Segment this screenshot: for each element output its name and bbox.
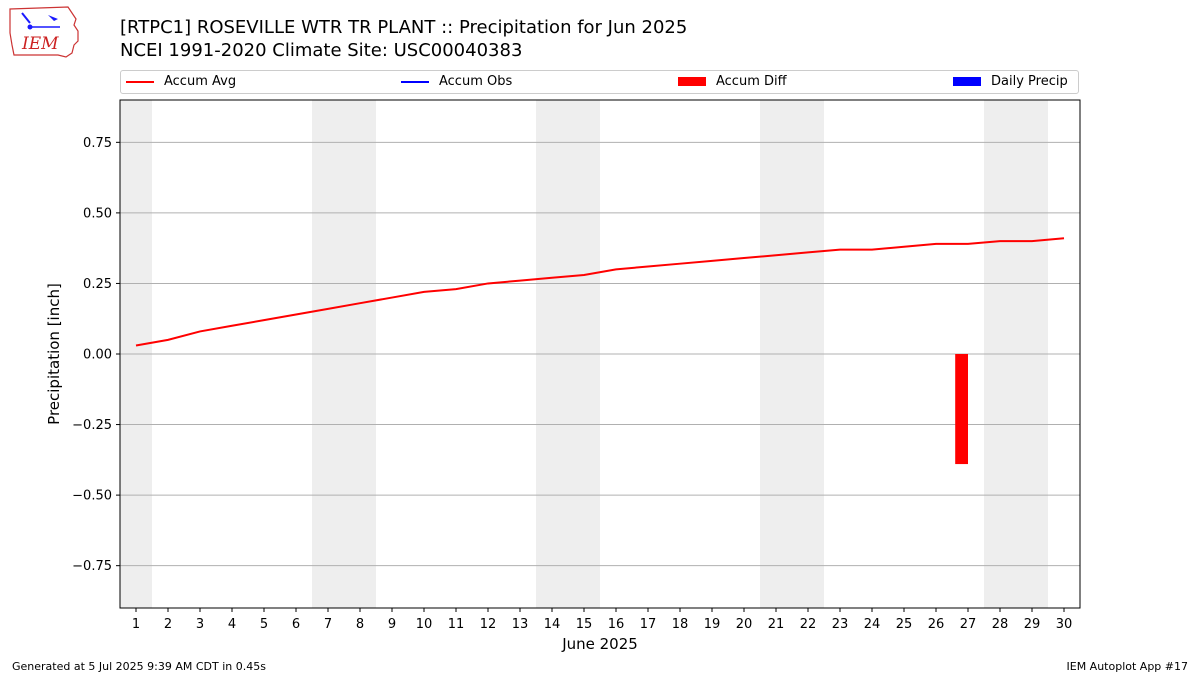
legend-item-daily-precip: Daily Precip bbox=[953, 74, 1068, 89]
x-tick-label: 17 bbox=[640, 617, 657, 632]
x-tick-label: 15 bbox=[576, 617, 593, 632]
y-tick-label: 0.00 bbox=[83, 348, 112, 363]
footer-app: IEM Autoplot App #17 bbox=[1066, 660, 1189, 673]
y-tick-label: 0.75 bbox=[83, 136, 112, 151]
x-tick-label: 16 bbox=[608, 617, 625, 632]
x-tick-label: 1 bbox=[132, 617, 140, 632]
legend-label: Accum Diff bbox=[716, 74, 787, 89]
x-tick-label: 2 bbox=[164, 617, 172, 632]
legend-swatch bbox=[126, 80, 154, 83]
legend-label: Daily Precip bbox=[991, 74, 1068, 89]
x-tick-label: 20 bbox=[736, 617, 753, 632]
x-tick-label: 24 bbox=[864, 617, 881, 632]
x-tick-label: 12 bbox=[480, 617, 497, 632]
x-tick-label: 11 bbox=[448, 617, 465, 632]
x-tick-label: 13 bbox=[512, 617, 529, 632]
y-tick-label: −0.50 bbox=[72, 489, 112, 504]
footer-generated: Generated at 5 Jul 2025 9:39 AM CDT in 0… bbox=[12, 660, 266, 673]
y-tick-label: −0.25 bbox=[72, 418, 112, 433]
x-tick-label: 22 bbox=[800, 617, 817, 632]
legend-item-accum-diff: Accum Diff bbox=[678, 74, 787, 89]
x-tick-label: 23 bbox=[832, 617, 849, 632]
y-tick-label: −0.75 bbox=[72, 559, 112, 574]
accum-diff-bar bbox=[955, 354, 968, 465]
x-tick-label: 6 bbox=[292, 617, 300, 632]
legend-swatch bbox=[678, 77, 706, 86]
legend-label: Accum Obs bbox=[439, 74, 513, 89]
y-axis-label: Precipitation [inch] bbox=[45, 283, 63, 425]
chart-subtitle: NCEI 1991-2020 Climate Site: USC00040383 bbox=[120, 40, 523, 61]
legend-item-accum-avg: Accum Avg bbox=[126, 74, 236, 89]
x-tick-label: 18 bbox=[672, 617, 689, 632]
x-tick-label: 3 bbox=[196, 617, 204, 632]
plot-frame bbox=[119, 99, 1081, 609]
x-tick-label: 28 bbox=[992, 617, 1009, 632]
x-tick-label: 29 bbox=[1024, 617, 1041, 632]
x-tick-label: 10 bbox=[416, 617, 433, 632]
legend-swatch bbox=[401, 80, 429, 83]
x-tick-label: 7 bbox=[324, 617, 332, 632]
logo-text: IEM bbox=[21, 34, 59, 54]
x-axis-label: June 2025 bbox=[561, 635, 638, 653]
y-tick-label: 0.25 bbox=[83, 277, 112, 292]
legend-label: Accum Avg bbox=[164, 74, 237, 89]
y-tick-label: 0.50 bbox=[83, 206, 112, 221]
x-tick-label: 21 bbox=[768, 617, 785, 632]
x-tick-label: 8 bbox=[356, 617, 364, 632]
x-tick-label: 25 bbox=[896, 617, 913, 632]
legend: Accum Avg Accum Obs Accum Diff Daily Pre… bbox=[120, 70, 1079, 94]
x-tick-label: 19 bbox=[704, 617, 721, 632]
x-tick-label: 30 bbox=[1056, 617, 1073, 632]
x-tick-label: 4 bbox=[228, 617, 236, 632]
legend-item-accum-obs: Accum Obs bbox=[401, 74, 512, 89]
x-tick-label: 26 bbox=[928, 617, 945, 632]
chart-title: [RTPC1] ROSEVILLE WTR TR PLANT :: Precip… bbox=[120, 17, 688, 38]
x-tick-label: 9 bbox=[388, 617, 396, 632]
x-tick-label: 14 bbox=[544, 617, 561, 632]
iowa-outline-icon bbox=[9, 6, 79, 58]
x-tick-label: 5 bbox=[260, 617, 268, 632]
accum-avg-line bbox=[135, 237, 1065, 347]
iem-logo: IEM bbox=[8, 5, 82, 63]
legend-swatch bbox=[953, 77, 981, 86]
x-tick-label: 27 bbox=[960, 617, 977, 632]
